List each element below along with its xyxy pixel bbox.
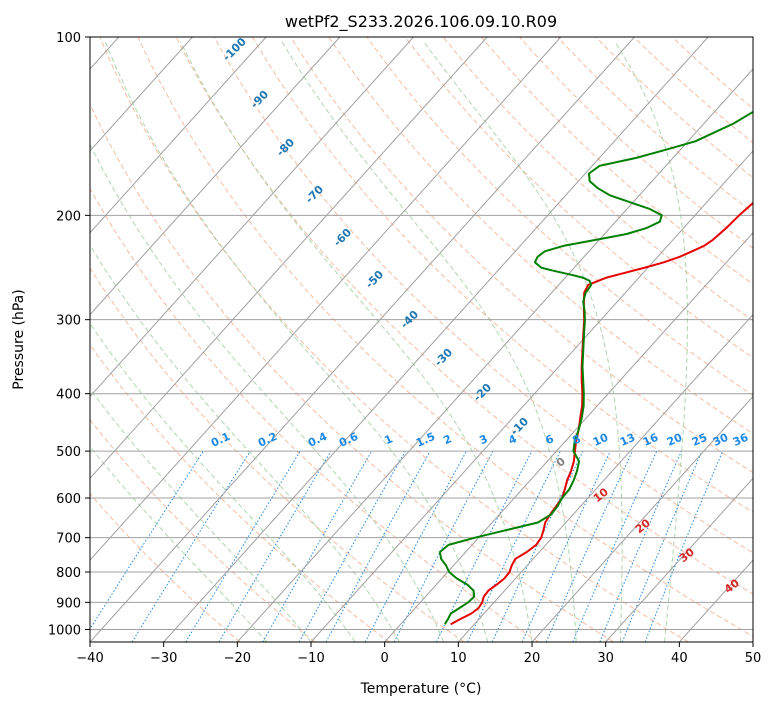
- x-tick-label: −20: [224, 651, 251, 666]
- chart-title: wetPf2_S233.2026.106.09.10.R09: [285, 12, 557, 32]
- x-tick-label: 50: [745, 651, 762, 666]
- y-tick-label: 400: [56, 388, 81, 403]
- y-tick-label: 1000: [48, 623, 81, 638]
- y-tick-label: 200: [56, 209, 81, 224]
- x-tick-label: −30: [150, 651, 177, 666]
- y-tick-label: 100: [56, 31, 81, 46]
- x-tick-label: −10: [297, 651, 324, 666]
- y-tick-label: 500: [56, 445, 81, 460]
- y-tick-label: 900: [56, 596, 81, 611]
- y-axis-label: Pressure (hPa): [11, 289, 27, 389]
- y-tick-label: 800: [56, 566, 81, 581]
- x-tick-label: 20: [524, 651, 541, 666]
- x-tick-label: −40: [76, 651, 103, 666]
- x-tick-label: 0: [381, 651, 389, 666]
- x-axis-label: Temperature (°C): [360, 681, 482, 697]
- y-tick-label: 600: [56, 492, 81, 507]
- x-tick-label: 40: [671, 651, 688, 666]
- x-tick-label: 10: [450, 651, 467, 666]
- y-tick-label: 700: [56, 532, 81, 547]
- y-tick-label: 300: [56, 314, 81, 329]
- x-tick-label: 30: [597, 651, 614, 666]
